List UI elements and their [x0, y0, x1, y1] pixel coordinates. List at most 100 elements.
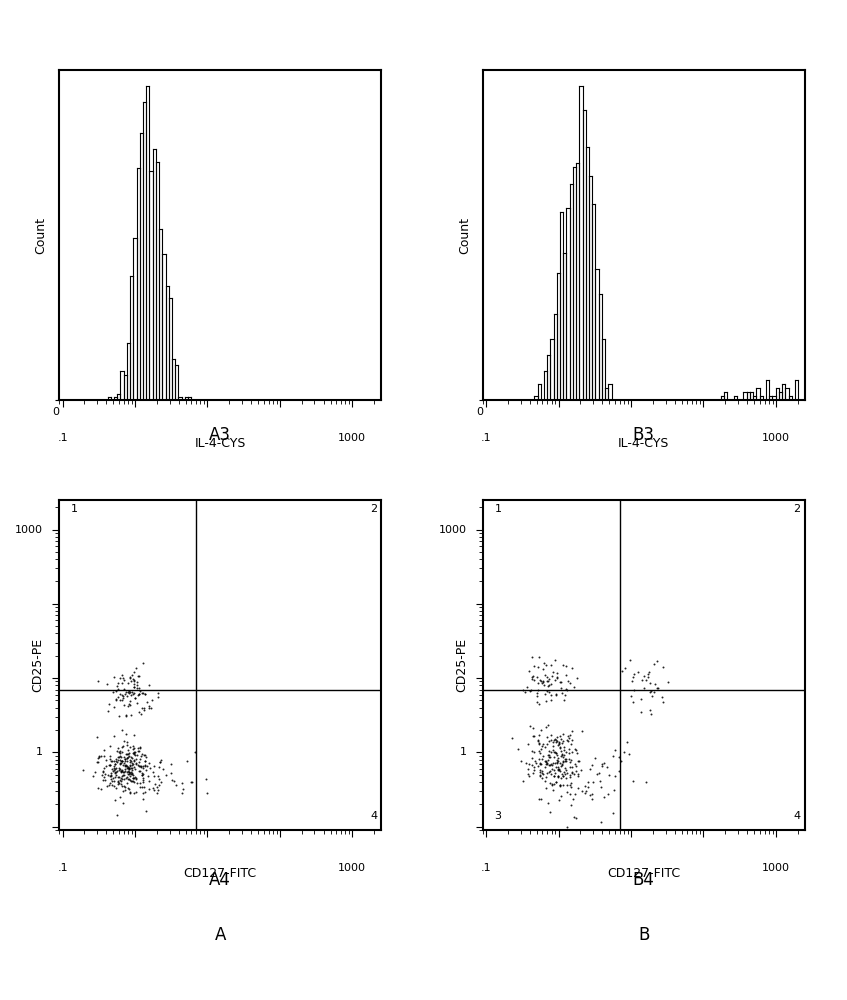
Point	[644, 675, 657, 691]
Point	[583, 787, 596, 803]
Point	[111, 773, 125, 789]
Point	[559, 681, 573, 697]
Point	[126, 773, 140, 789]
Point	[151, 785, 164, 801]
Point	[128, 676, 141, 692]
Point	[122, 766, 136, 782]
Point	[115, 722, 129, 738]
Point	[656, 659, 670, 675]
Point	[540, 669, 554, 685]
Point	[142, 677, 156, 693]
Point	[533, 745, 546, 761]
Point	[532, 758, 545, 774]
Point	[136, 655, 150, 671]
Point	[112, 752, 125, 768]
Point	[109, 764, 123, 780]
Point	[650, 680, 664, 696]
Point	[122, 761, 136, 777]
Point	[541, 752, 555, 768]
Text: 1: 1	[71, 504, 78, 514]
Point	[550, 774, 563, 790]
Point	[551, 768, 564, 784]
Point	[540, 719, 553, 735]
Point	[135, 765, 148, 781]
Point	[538, 759, 551, 775]
Point	[551, 755, 564, 771]
Point	[97, 742, 111, 758]
Point	[560, 751, 573, 767]
Point	[105, 761, 119, 777]
Point	[102, 696, 116, 712]
Point	[597, 789, 611, 805]
Point	[547, 768, 561, 784]
Point	[152, 754, 166, 770]
Point	[552, 762, 566, 778]
Point	[544, 692, 557, 708]
Point	[137, 747, 151, 763]
Point	[115, 778, 129, 794]
Point	[556, 766, 569, 782]
Point	[542, 743, 556, 759]
Point	[185, 774, 199, 790]
Point	[650, 680, 664, 696]
Point	[109, 692, 123, 708]
Point	[553, 777, 567, 793]
Point	[125, 765, 139, 781]
Point	[617, 744, 631, 760]
Point	[132, 686, 146, 702]
Point	[554, 740, 567, 756]
Point	[562, 745, 576, 761]
Point	[564, 797, 578, 813]
Point	[136, 746, 149, 762]
Point	[139, 762, 152, 778]
Point	[544, 727, 557, 743]
Point	[114, 763, 128, 779]
Point	[113, 755, 127, 771]
Point	[552, 735, 566, 751]
Point	[138, 779, 152, 795]
Text: B4: B4	[633, 871, 655, 889]
Point	[147, 758, 160, 774]
Point	[560, 682, 573, 698]
Point	[117, 771, 130, 787]
Point	[121, 766, 135, 782]
Point	[544, 756, 557, 772]
Point	[122, 684, 136, 700]
Point	[615, 753, 628, 769]
Point	[120, 760, 134, 776]
Point	[125, 773, 138, 789]
Point	[122, 760, 136, 776]
Point	[115, 762, 129, 778]
Point	[526, 668, 540, 684]
Point	[560, 744, 573, 760]
Point	[97, 748, 110, 764]
Point	[164, 765, 178, 781]
Point	[139, 749, 152, 765]
Point	[136, 770, 149, 786]
Point	[595, 756, 609, 772]
Point	[118, 763, 131, 779]
Point	[544, 744, 557, 760]
Point	[132, 763, 146, 779]
Point	[545, 776, 559, 792]
Point	[540, 683, 554, 699]
Point	[103, 748, 117, 764]
Point	[128, 690, 141, 706]
Point	[117, 778, 130, 794]
Point	[567, 809, 581, 825]
Point	[117, 733, 130, 749]
Point	[525, 671, 539, 687]
Point	[135, 759, 148, 775]
Point	[132, 680, 146, 696]
Point	[148, 776, 162, 792]
Point	[547, 749, 561, 765]
Point	[100, 676, 113, 692]
Point	[540, 736, 554, 752]
Point	[103, 775, 117, 791]
Text: 0: 0	[476, 407, 483, 417]
Point	[514, 753, 528, 769]
Point	[108, 760, 122, 776]
Text: B: B	[638, 926, 650, 944]
Point	[96, 763, 109, 779]
Point	[585, 757, 599, 773]
